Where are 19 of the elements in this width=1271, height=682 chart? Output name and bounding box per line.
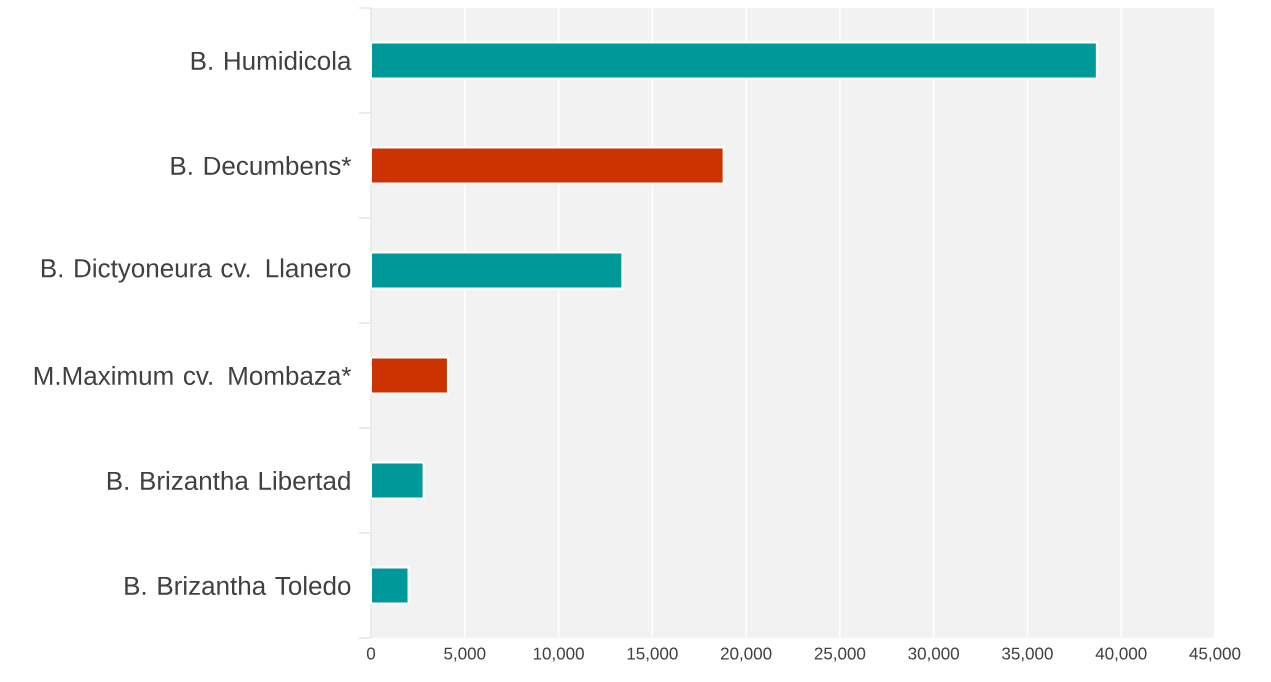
x-tick-label: 30,000: [908, 647, 959, 662]
y-tick-label: B. Humidicola: [191, 50, 352, 71]
x-tick-label: 10,000: [533, 647, 584, 662]
bar: [370, 566, 410, 605]
x-tick-label: 5,000: [444, 647, 486, 662]
x-tick-label: 25,000: [814, 647, 866, 662]
x-tick-label: 0: [366, 647, 376, 660]
x-tick-label: 20,000: [720, 647, 772, 662]
bar: [370, 356, 449, 395]
y-tick-label: B. Dictyoneura cv. Llanero: [41, 258, 351, 283]
y-tick-label: B. Brizantha Toledo: [125, 575, 351, 596]
y-tick-label: B. Decumbens*: [171, 155, 352, 176]
y-tick-label: M.Maximum cv. Mombaza*: [34, 365, 352, 386]
x-tick-label: 35,000: [1002, 647, 1053, 662]
x-tick-label: 40,000: [1095, 647, 1147, 662]
x-tick-label: 45,000: [1189, 647, 1241, 662]
y-tick-label: B. Brizantha Libertad: [107, 470, 350, 491]
bar: [370, 461, 425, 500]
x-tick-label: 15,000: [627, 647, 678, 662]
